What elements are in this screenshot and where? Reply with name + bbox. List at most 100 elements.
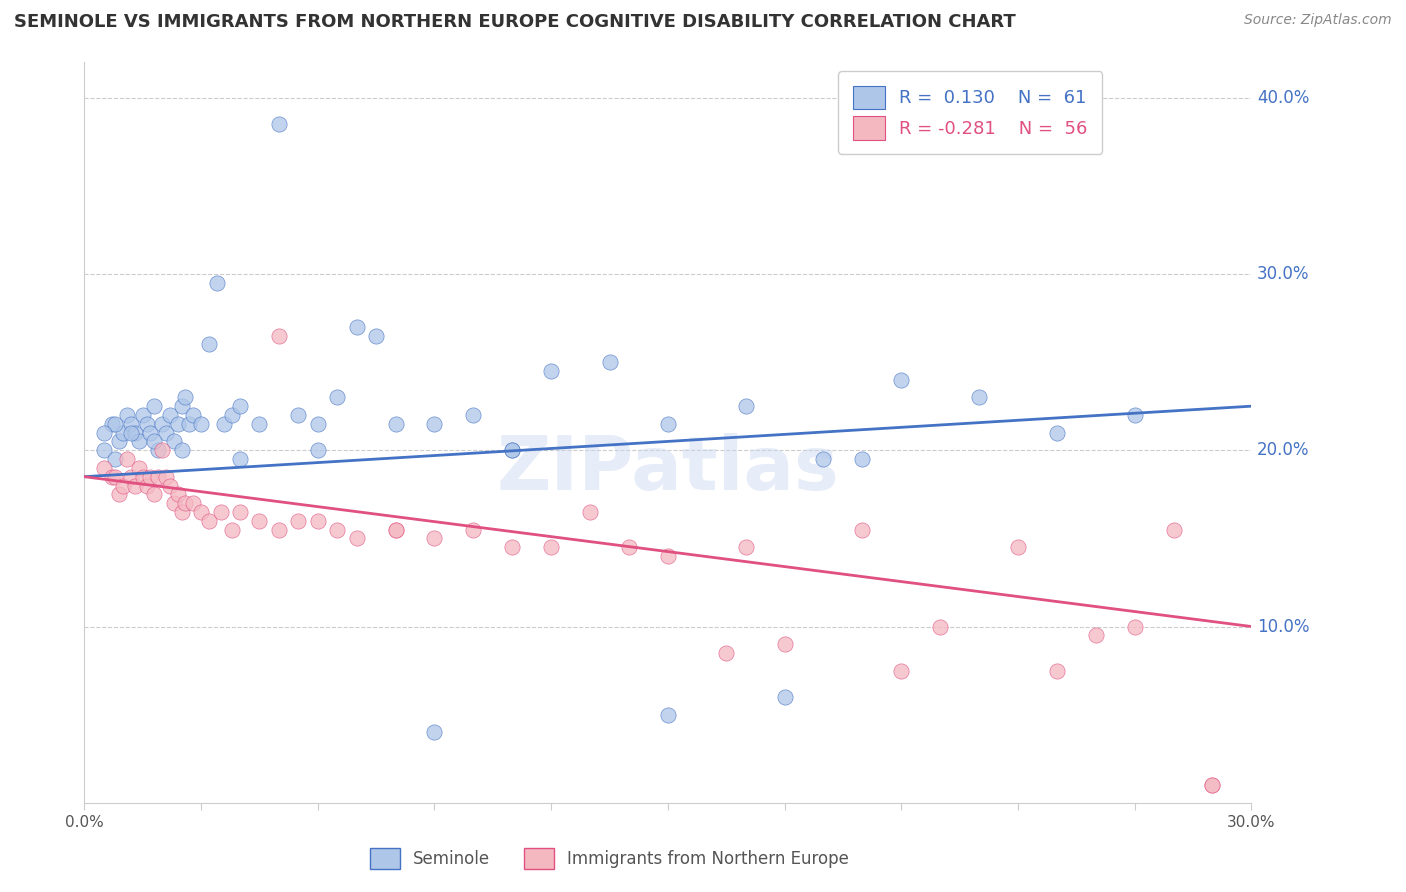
Point xyxy=(1201,778,1223,792)
Text: 10.0%: 10.0% xyxy=(1257,617,1309,635)
Point xyxy=(307,417,329,431)
Point xyxy=(579,505,602,519)
Point xyxy=(181,496,204,510)
Text: 20.0%: 20.0% xyxy=(1257,442,1309,459)
Point xyxy=(132,408,155,422)
Point xyxy=(229,452,252,467)
Point xyxy=(221,523,243,537)
Point xyxy=(1046,664,1069,678)
Point xyxy=(501,443,523,458)
Point xyxy=(120,425,142,440)
Point xyxy=(657,417,679,431)
Point xyxy=(249,417,271,431)
Point xyxy=(179,417,201,431)
Point xyxy=(267,328,290,343)
Legend: Seminole, Immigrants from Northern Europe: Seminole, Immigrants from Northern Europ… xyxy=(363,841,856,876)
Point xyxy=(501,443,523,458)
Point xyxy=(967,390,990,404)
Point xyxy=(170,443,193,458)
Point xyxy=(229,399,252,413)
Point xyxy=(734,540,756,554)
Point xyxy=(115,408,138,422)
Point xyxy=(657,549,679,563)
Point xyxy=(135,417,157,431)
Point xyxy=(100,469,122,483)
Point xyxy=(93,425,115,440)
Point xyxy=(287,514,309,528)
Point xyxy=(267,117,290,131)
Point xyxy=(326,390,349,404)
Point xyxy=(150,443,173,458)
Point xyxy=(734,399,756,413)
Point xyxy=(143,434,166,449)
Point xyxy=(1084,628,1107,642)
Point xyxy=(139,469,162,483)
Point xyxy=(148,469,170,483)
Point xyxy=(346,532,368,546)
Point xyxy=(463,408,485,422)
Point xyxy=(128,461,150,475)
Point xyxy=(159,478,181,492)
Point xyxy=(163,434,186,449)
Point xyxy=(174,496,197,510)
Text: Source: ZipAtlas.com: Source: ZipAtlas.com xyxy=(1244,13,1392,28)
Point xyxy=(166,487,188,501)
Point xyxy=(115,452,138,467)
Point xyxy=(170,505,193,519)
Point xyxy=(229,505,252,519)
Point xyxy=(120,417,142,431)
Point xyxy=(104,469,127,483)
Point xyxy=(214,417,236,431)
Text: 40.0%: 40.0% xyxy=(1257,88,1309,107)
Point xyxy=(890,664,912,678)
Point xyxy=(198,337,221,351)
Point xyxy=(773,637,796,651)
Point xyxy=(307,514,329,528)
Point xyxy=(423,417,446,431)
Point xyxy=(307,443,329,458)
Point xyxy=(326,523,349,537)
Point xyxy=(221,408,243,422)
Point xyxy=(112,478,135,492)
Point xyxy=(132,469,155,483)
Point xyxy=(148,443,170,458)
Point xyxy=(773,690,796,704)
Point xyxy=(128,434,150,449)
Text: ZIPatlas: ZIPatlas xyxy=(496,434,839,506)
Point xyxy=(190,417,212,431)
Point xyxy=(155,469,177,483)
Point xyxy=(139,425,162,440)
Point xyxy=(463,523,485,537)
Point xyxy=(155,425,177,440)
Point xyxy=(1123,408,1146,422)
Point xyxy=(143,399,166,413)
Point xyxy=(150,417,173,431)
Point xyxy=(190,505,212,519)
Point xyxy=(100,417,122,431)
Point xyxy=(423,532,446,546)
Point xyxy=(1123,619,1146,633)
Point xyxy=(93,443,115,458)
Point xyxy=(657,707,679,722)
Point xyxy=(93,461,115,475)
Point xyxy=(104,452,127,467)
Text: 30.0%: 30.0% xyxy=(1257,265,1309,283)
Point xyxy=(851,523,873,537)
Point xyxy=(346,319,368,334)
Point xyxy=(423,725,446,739)
Point xyxy=(617,540,640,554)
Point xyxy=(124,478,146,492)
Point xyxy=(599,355,621,369)
Point xyxy=(540,540,562,554)
Point xyxy=(112,425,135,440)
Point xyxy=(1046,425,1069,440)
Point xyxy=(120,469,142,483)
Point xyxy=(501,540,523,554)
Point xyxy=(716,646,738,660)
Point xyxy=(198,514,221,528)
Point xyxy=(384,523,406,537)
Point xyxy=(890,373,912,387)
Point xyxy=(108,434,131,449)
Point xyxy=(384,417,406,431)
Point xyxy=(1007,540,1029,554)
